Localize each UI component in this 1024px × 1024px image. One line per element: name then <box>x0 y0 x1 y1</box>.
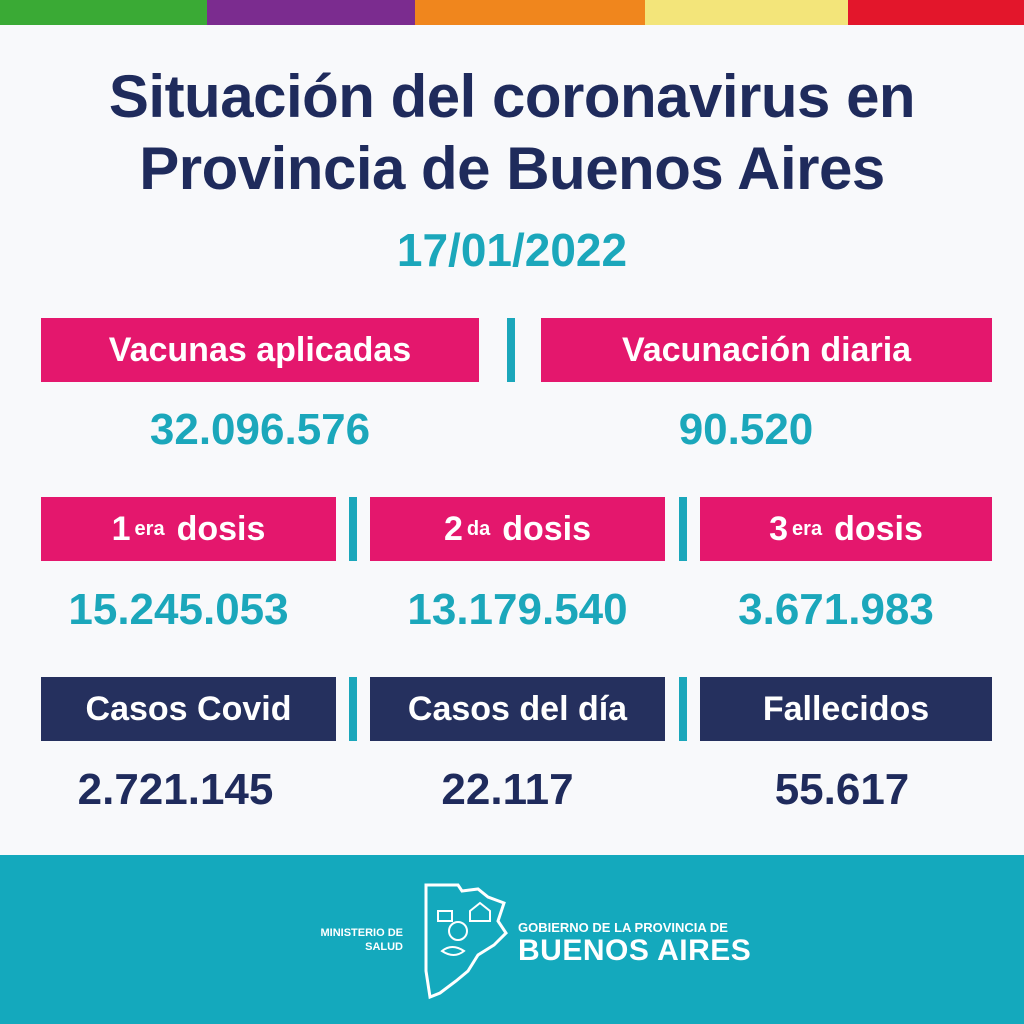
label-box: Casos del día <box>370 677 665 741</box>
label: Fallecidos <box>762 689 930 728</box>
dose-word: dosis <box>502 509 592 548</box>
divider <box>507 318 515 382</box>
government-name: BUENOS AIRES <box>518 934 752 967</box>
dose-number: 3 <box>769 509 789 548</box>
dose-word: dosis <box>834 509 923 548</box>
dose-suffix: era <box>134 517 165 540</box>
title: Provincia de Buenos Aires <box>139 135 885 202</box>
title: Situación del coronavirus en <box>108 63 916 130</box>
value: 90.520 <box>678 405 814 454</box>
footer: MINISTERIO DE SALUD GOBIERNO DE LA PROVI… <box>0 855 1024 1024</box>
date: 17/01/2022 <box>396 224 628 276</box>
label-box: Casos Covid <box>41 677 336 741</box>
label-box: 2 da dosis <box>370 497 665 561</box>
dose-number: 2 <box>443 509 463 548</box>
label: Casos Covid <box>85 689 292 728</box>
label: Vacunas aplicadas <box>108 330 412 369</box>
dose-suffix: era <box>792 517 823 540</box>
ministry-text: MINISTERIO DE <box>320 927 403 939</box>
value: 15.245.053 <box>68 585 289 634</box>
dose-word: dosis <box>176 509 266 548</box>
value: 2.721.145 <box>77 765 274 814</box>
value: 13.179.540 <box>407 585 628 634</box>
dose-number: 1 <box>111 509 131 548</box>
color-stripe <box>848 0 1024 25</box>
color-stripe <box>415 0 645 25</box>
province-logo <box>424 883 508 1000</box>
label-box: Vacunación diaria <box>541 318 992 382</box>
divider <box>679 497 687 561</box>
label-box: Fallecidos <box>700 677 992 741</box>
value: 3.671.983 <box>738 585 934 634</box>
value: 55.617 <box>774 765 910 814</box>
label: Casos del día <box>407 689 628 728</box>
divider <box>349 497 357 561</box>
color-stripe <box>645 0 848 25</box>
label-box: 3 era dosis <box>700 497 992 561</box>
value: 32.096.576 <box>149 405 371 454</box>
value: 22.117 <box>441 765 574 814</box>
ministry-text: SALUD <box>365 941 403 953</box>
government-text: GOBIERNO DE LA PROVINCIA DE <box>518 920 728 935</box>
dose-suffix: da <box>466 517 491 540</box>
divider <box>349 677 357 741</box>
divider <box>679 677 687 741</box>
label-box: 1 era dosis <box>41 497 336 561</box>
color-stripe <box>207 0 415 25</box>
label-box: Vacunas aplicadas <box>41 318 479 382</box>
color-stripe <box>0 0 207 25</box>
label: Vacunación diaria <box>621 330 912 369</box>
